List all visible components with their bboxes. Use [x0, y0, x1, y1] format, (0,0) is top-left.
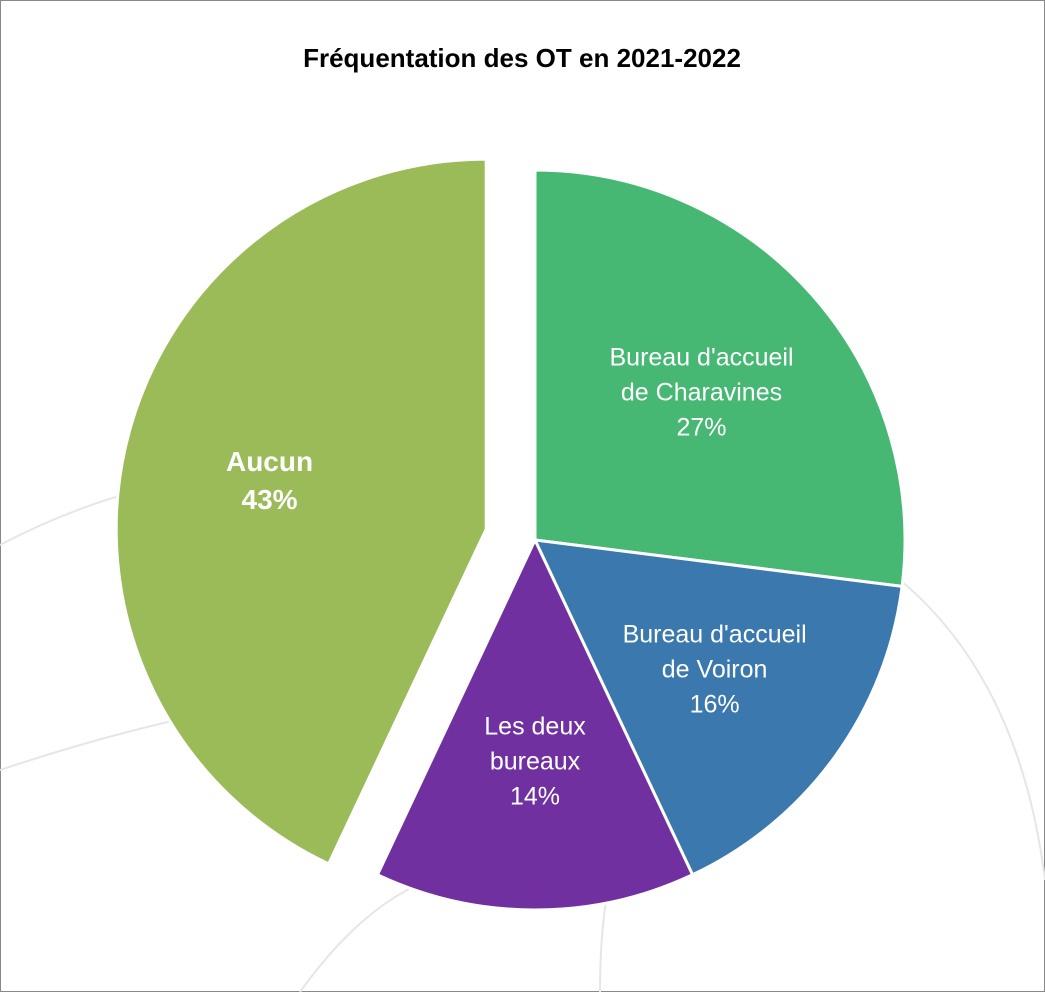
slice-label: Les deux bureaux 14% [440, 710, 630, 815]
slice-category: Bureau d'accueil de Voiron [622, 620, 807, 684]
slice-value: 27% [676, 413, 727, 442]
slice-value: 14% [509, 782, 561, 811]
pie-slice [375, 536, 695, 912]
slice-category: Aucun [225, 445, 314, 477]
slice-value: 43% [241, 483, 298, 515]
chart-title: Fréquentation des OT en 2021-2022 [303, 43, 741, 73]
pie-slice [532, 538, 904, 877]
slice-category: Bureau d'accueil de Charavines [609, 343, 794, 407]
slice-label: Bureau d'accueil de Charavines 27% [607, 341, 797, 446]
slice-value: 16% [689, 690, 740, 719]
slice-label: Bureau d'accueil de Voiron 16% [620, 618, 810, 723]
slice-label: Aucun 43% [175, 443, 365, 519]
pie-slice [533, 168, 907, 589]
slice-category: Les deux bureaux [484, 712, 586, 776]
pie-slice [114, 157, 488, 866]
